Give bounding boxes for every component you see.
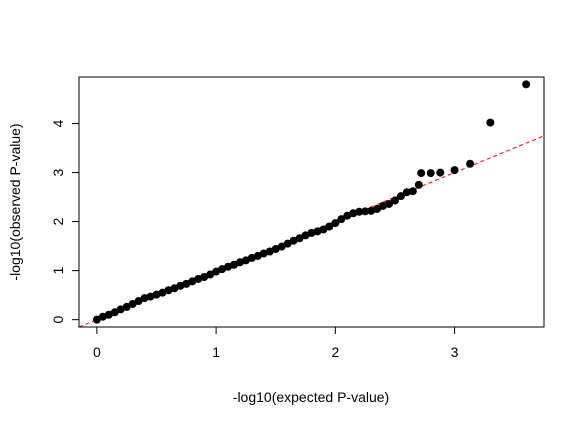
data-point [466,159,475,168]
data-point [361,207,370,216]
data-point [486,118,495,127]
x-tick-label: 0 [93,344,101,360]
data-point [417,169,426,178]
y-axis: 0 1 2 3 4 [50,119,80,324]
plot-frame [78,76,545,328]
data-point [355,207,364,216]
data-point [134,297,143,306]
y-tick-label: 1 [50,267,66,275]
data-point [122,302,131,311]
data-point [283,239,292,248]
data-point [206,270,215,279]
x-axis-label: -log10(expected P-value) [233,389,389,405]
data-point [426,169,435,178]
y-axis-label: -log10(observed P-value) [7,123,23,280]
data-point [373,204,382,213]
y-tick-label: 0 [50,316,66,324]
x-axis: 0 1 2 3 [93,326,459,360]
data-point [390,196,399,205]
data-point [325,222,334,231]
data-point [522,80,531,89]
y-tick-label: 4 [50,119,66,127]
data-point [92,315,101,324]
x-tick-label: 2 [331,344,339,360]
data-points-layer [92,80,531,324]
data-point [402,188,411,197]
y-tick-label: 3 [50,168,66,176]
data-point [408,187,417,196]
data-point [436,168,445,177]
x-tick-label: 1 [212,344,220,360]
data-point [450,166,459,175]
data-point [331,219,340,228]
y-tick-label: 2 [50,218,66,226]
data-point [396,192,405,201]
x-tick-label: 3 [451,344,459,360]
data-point [385,199,393,208]
data-point [319,225,328,234]
data-point [277,242,286,251]
data-point [128,299,137,308]
data-point [110,308,119,317]
data-point [337,215,346,224]
data-point [414,180,423,189]
data-point [295,234,304,243]
